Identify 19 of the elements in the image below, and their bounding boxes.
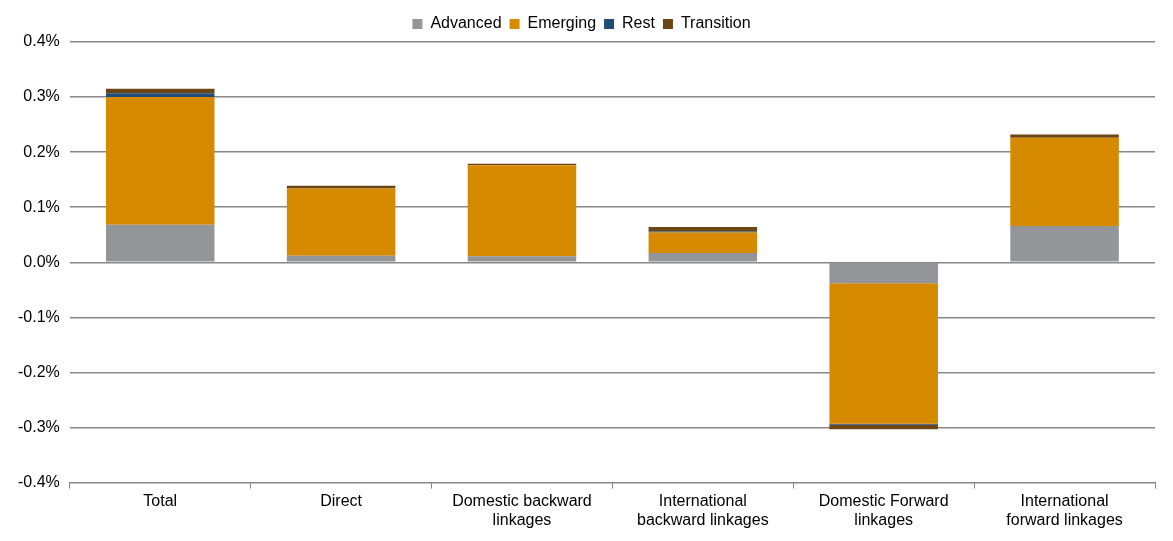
y-tick-label: 0.4% [23, 32, 60, 50]
x-tick-label: Domestic Forward linkages [818, 491, 949, 528]
legend-label: Emerging [527, 14, 597, 32]
y-tick-label: 0.0% [23, 252, 60, 270]
x-tick-label: International backward linkages [637, 491, 769, 528]
x-tick-label: Direct [320, 491, 363, 509]
y-tick-label: 0.3% [23, 87, 60, 105]
x-tick-label: Domestic backward linkages [452, 491, 592, 528]
legend-label: Advanced [430, 14, 502, 32]
y-tick-label: 0.1% [23, 197, 60, 215]
y-tick-label: -0.1% [18, 307, 60, 325]
x-tick-label: Total [143, 491, 178, 509]
y-tick-label: 0.2% [23, 142, 60, 160]
y-tick-label: -0.4% [18, 473, 60, 491]
legend-label: Transition [680, 14, 751, 32]
y-tick-label: -0.2% [18, 362, 60, 380]
x-tick-label: International forward linkages [1006, 491, 1123, 528]
y-tick-label: -0.3% [18, 417, 60, 435]
legend-label: Rest [622, 14, 656, 32]
